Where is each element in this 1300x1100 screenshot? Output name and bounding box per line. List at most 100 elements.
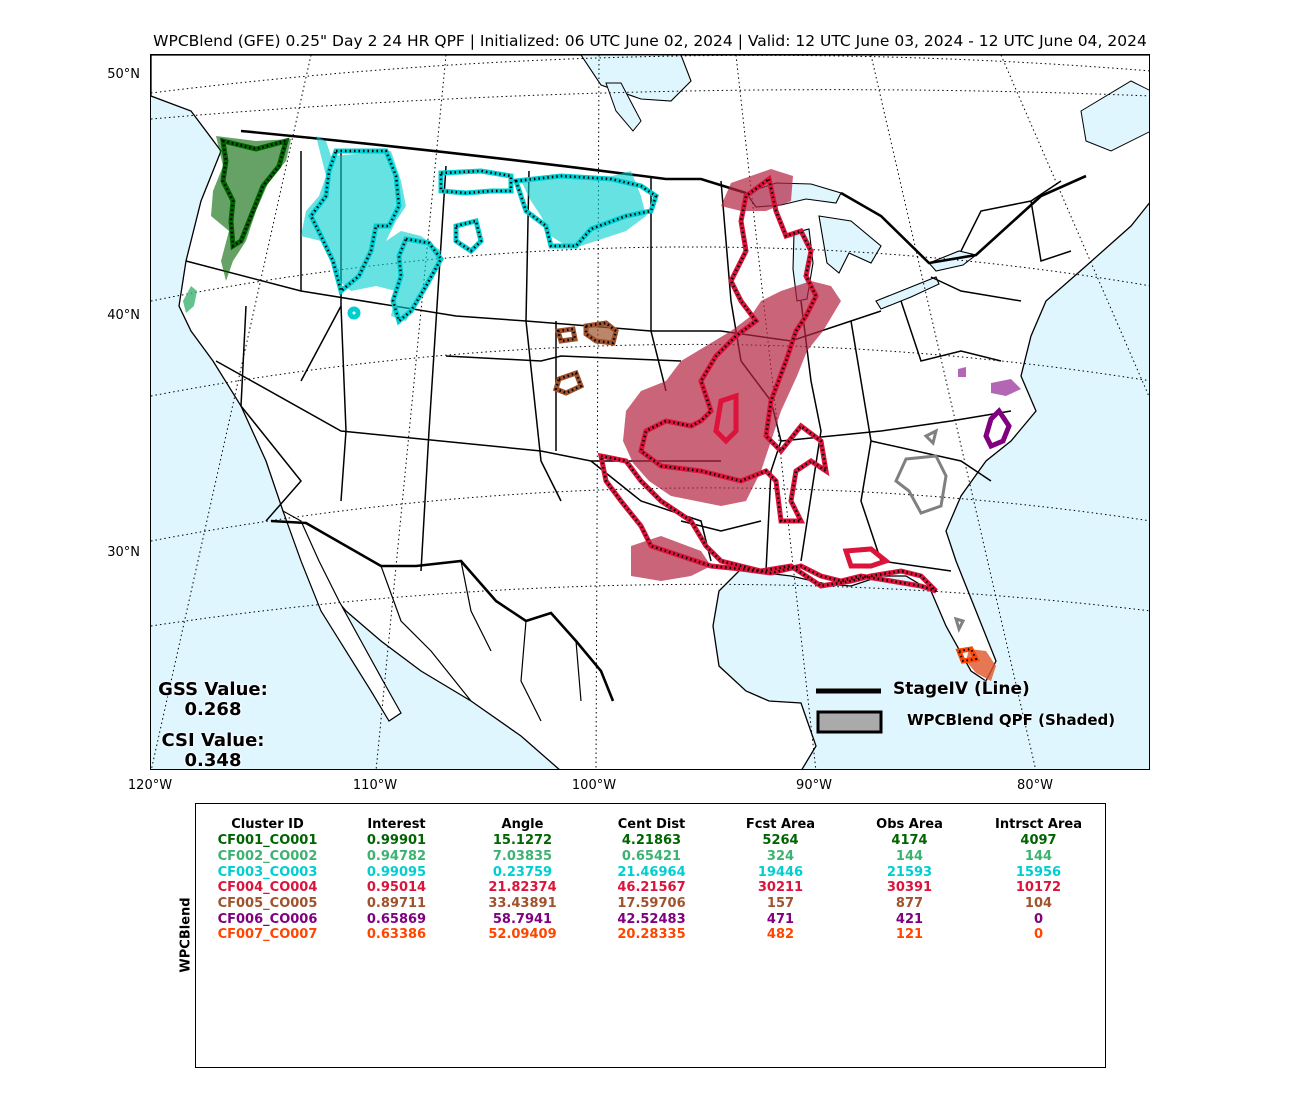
table-cell: 144 <box>895 849 924 865</box>
table-cell: 0.95014 <box>366 880 427 896</box>
csi-label: CSI Value: <box>161 730 265 751</box>
cf003-forecast-shaded <box>301 136 441 321</box>
lat-label-40: 40°N <box>107 308 140 323</box>
table-cell: 15956 <box>1015 864 1062 880</box>
csi-value: 0.348 <box>184 750 242 771</box>
cluster-cf004 <box>597 169 938 594</box>
table-cell: 30211 <box>757 880 804 896</box>
lon-label-120: 120°W <box>127 778 173 793</box>
lake-huron <box>818 215 882 274</box>
table-header-row: Cluster ID Interest Angle Cent Dist Fcst… <box>200 815 1103 833</box>
stats-table-frame <box>195 803 1106 1068</box>
table-cell: 421 <box>895 911 924 927</box>
legend-shaded-sample <box>816 710 883 734</box>
mexico-borders <box>380 560 582 722</box>
cf004-forecast-shaded <box>623 281 841 506</box>
table-cell: 157 <box>766 896 795 912</box>
table-cell: 21.82374 <box>488 880 557 896</box>
table-cell: CF007_CO007 <box>217 927 318 943</box>
table-body: CF001_CO001 0.99901 15.1272 4.21863 5264 4174… <box>200 833 1103 943</box>
table-cell: 17.59706 <box>617 896 686 912</box>
cluster-cf007 <box>955 646 996 681</box>
header-fcst-area: Fcst Area <box>745 816 816 832</box>
table-row: CF004_CO004 0.95014 21.82374 46.21567 30211 3… <box>200 880 1103 896</box>
lat-label-30: 30°N <box>107 545 140 560</box>
cluster-cf006 <box>958 367 1021 450</box>
map-title: WPCBlend (GFE) 0.25" Day 2 24 HR QPF | I… <box>153 32 1147 50</box>
lon-label-110: 110°W <box>352 778 398 793</box>
lon-label-90: 90°W <box>796 778 832 793</box>
lon-label-80: 80°W <box>1017 778 1053 793</box>
table-cell: 0 <box>1033 927 1044 943</box>
table-row: CF006_CO006 0.65869 58.7941 42.52483 471 421 0 <box>200 911 1103 927</box>
table-cell: 0.99095 <box>366 864 427 880</box>
table-side-label: WPCBlend <box>178 897 194 973</box>
table-cell: 0.23759 <box>492 864 553 880</box>
cf003-forecast-shaded-east <box>521 171 646 249</box>
table-cell: 144 <box>1024 849 1053 865</box>
map-panel <box>150 54 1150 770</box>
table-cell: 19446 <box>757 864 804 880</box>
header-angle: Angle <box>501 816 544 832</box>
cf002-forecast-shaded <box>183 286 197 313</box>
table-cell: CF004_CO004 <box>217 880 318 896</box>
table-cell: 104 <box>1024 896 1053 912</box>
table-cell: 471 <box>766 911 795 927</box>
table-cell: 42.52483 <box>617 911 686 927</box>
table-cell: 4097 <box>1020 833 1057 849</box>
cluster-cf002 <box>183 286 197 313</box>
cluster-stats-table: Cluster ID Interest Angle Cent Dist Fcst… <box>200 815 1103 943</box>
table-cell: 10172 <box>1015 880 1062 896</box>
table-cell: 121 <box>895 927 924 943</box>
table-cell: CF003_CO003 <box>217 864 318 880</box>
header-interest: Interest <box>367 816 426 832</box>
gss-label: GSS Value: <box>158 679 268 700</box>
table-cell: 33.43891 <box>488 896 557 912</box>
lake-erie <box>875 276 940 310</box>
table-cell: 4.21863 <box>621 833 682 849</box>
table-cell: 0.65869 <box>366 911 427 927</box>
gss-value: 0.268 <box>184 699 242 720</box>
table-cell: CF005_CO005 <box>217 896 318 912</box>
cluster-cf001 <box>211 136 291 281</box>
table-cell: 58.7941 <box>492 911 553 927</box>
header-intrsct-area: Intrsct Area <box>995 816 1082 832</box>
table-cell: 20.28335 <box>617 927 686 943</box>
table-cell: 0.94782 <box>366 849 427 865</box>
gulf-st-lawrence <box>1080 80 1149 152</box>
land-baja <box>281 509 402 722</box>
table-cell: CF002_CO002 <box>217 849 318 865</box>
legend-shaded-label: WPCBlend QPF (Shaded) <box>907 711 1116 729</box>
table-cell: CF001_CO001 <box>217 833 318 849</box>
table-row: CF002_CO002 0.94782 7.03835 0.65421 324 144 14… <box>200 849 1103 865</box>
cf004-obs-line <box>638 174 830 524</box>
table-cell: 0.65421 <box>621 849 682 865</box>
table-cell: 5264 <box>762 833 799 849</box>
legend-line-label: StageIV (Line) <box>893 679 1030 699</box>
table-cell: 4174 <box>891 833 928 849</box>
cluster-cf005 <box>552 320 619 396</box>
table-cell: 30391 <box>886 880 933 896</box>
table-cell: 482 <box>766 927 795 943</box>
header-obs-area: Obs Area <box>876 816 943 832</box>
international-borders <box>240 129 1087 702</box>
unmatched-obs <box>894 428 966 634</box>
table-row: CF007_CO007 0.63386 52.09409 20.28335 482 121… <box>200 927 1103 943</box>
table-cell: 15.1272 <box>492 833 553 849</box>
table-cell: 0 <box>1033 911 1044 927</box>
map-canvas <box>151 55 1149 769</box>
table-cell: 0.99901 <box>366 833 427 849</box>
hudson-bay <box>580 55 692 102</box>
table-cell: 21.46964 <box>617 864 686 880</box>
table-row: CF003_CO003 0.99095 0.23759 21.46964 19446 21… <box>200 864 1103 880</box>
table-cell: 7.03835 <box>492 849 553 865</box>
table-cell: 52.09409 <box>488 927 557 943</box>
cluster-cf003 <box>301 136 659 326</box>
table-cell: 877 <box>895 896 924 912</box>
table-cell: 324 <box>766 849 795 865</box>
table-row: CF005_CO005 0.89711 33.43891 17.59706 157 877… <box>200 896 1103 912</box>
lake-winnipeg <box>605 82 642 132</box>
header-cluster-id: Cluster ID <box>231 816 304 832</box>
header-cent-dist: Cent Dist <box>617 816 686 832</box>
table-cell: 46.21567 <box>617 880 686 896</box>
